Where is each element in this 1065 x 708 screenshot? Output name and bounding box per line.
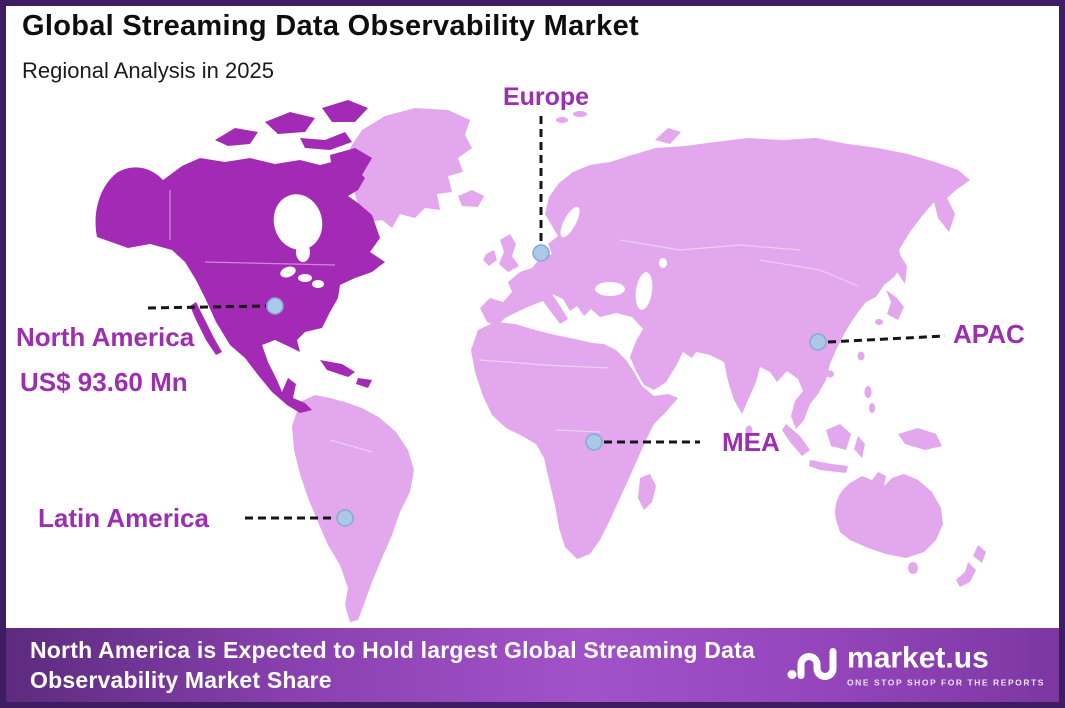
uk-landmass [499,234,519,272]
canadian-arctic-islands [265,112,315,134]
canadian-arctic-islands [215,128,258,146]
apac-leader-line [827,334,946,344]
philippines-islands [864,386,872,398]
sulawesi-island [854,436,865,458]
baffin-island [330,148,372,182]
sakhalin-island [897,255,907,284]
james-bay [296,242,310,262]
novaya-zemlya-island [655,128,681,144]
canadian-arctic-islands [322,100,368,122]
madagascar-island [638,474,656,510]
brand-logo: market.us ONE STOP SHOP FOR THE REPORTS [787,642,1045,689]
hudson-bay [273,194,323,250]
mea-label: MEA [722,427,780,457]
aral-sea [659,258,667,268]
page-title: Global Streaming Data Observability Mark… [22,10,639,42]
region-markers [266,244,827,527]
south-america-landmass [292,395,414,622]
hainan-island [826,370,834,378]
north-america-leader-line [147,304,267,310]
cuba-island [320,360,355,377]
greenland-landmass [350,108,472,228]
australia-landmass [835,472,943,558]
page-subtitle: Regional Analysis in 2025 [22,58,274,83]
japan-islands [886,290,904,320]
great-lakes [280,266,296,278]
great-lakes [312,280,324,288]
apac-marker [809,333,827,351]
country-borders [169,190,859,453]
arctic-island [573,111,587,117]
new-guinea-island [898,428,942,450]
north-america-value: US$ 93.60 Mn [20,367,188,397]
iceland-landmass [458,190,484,207]
arctic-island [556,117,568,123]
borneo-island [826,424,851,450]
europe-marker [532,244,550,262]
latin-america-marker [336,509,354,527]
taiwan-island [857,351,865,361]
tasmania-island [908,562,918,574]
caspian-sea [635,272,653,310]
ireland-landmass [483,250,497,266]
baja-peninsula [190,302,222,355]
leader-lines [147,116,946,520]
north-america-marker [266,297,284,315]
africa-landmass [471,322,678,559]
map-light-regions [292,108,986,622]
brand-tagline: ONE STOP SHOP FOR THE REPORTS [847,677,1045,687]
java-island [809,460,848,473]
north-america-label: North America [16,322,195,352]
brand-name: market.us [847,641,989,674]
mea-marker [585,433,603,451]
great-lakes [298,274,312,282]
apac-label: APAC [953,319,1025,349]
japan-islands [875,319,883,325]
canadian-arctic-islands [300,132,352,150]
black-sea [595,282,625,296]
new-zealand-islands [956,562,976,587]
new-zealand-islands [973,545,986,563]
footer-note: North America is Expected to Hold larges… [30,636,755,693]
market-us-logo-icon [787,642,837,689]
baltic-sea [560,206,580,238]
sri-lanka-island [745,425,753,437]
footer-banner: North America is Expected to Hold larges… [6,628,1059,702]
philippines-islands [869,403,875,413]
eurasia-landmass [480,138,970,429]
sumatra-island [782,424,810,456]
latin-america-label: Latin America [38,503,209,533]
hispaniola-island [356,378,372,388]
map-inland-seas [273,194,667,310]
europe-label: Europe [502,83,590,111]
